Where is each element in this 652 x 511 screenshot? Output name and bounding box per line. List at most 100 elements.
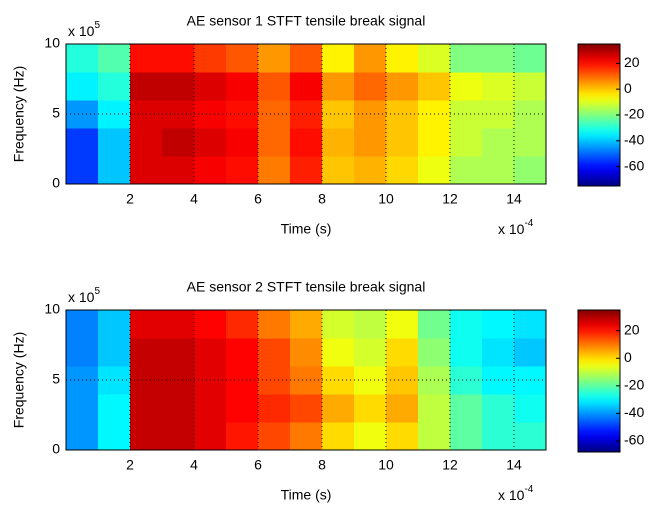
cell — [322, 128, 355, 157]
cell — [322, 310, 355, 339]
cell — [226, 338, 259, 367]
cell — [322, 156, 355, 184]
cell — [482, 128, 515, 157]
cell — [418, 422, 451, 450]
x-tick-label: 4 — [190, 457, 198, 473]
cell — [290, 310, 323, 339]
x-tick-label: 12 — [442, 457, 458, 473]
cell — [194, 422, 227, 450]
cell — [450, 44, 483, 73]
cell — [162, 156, 195, 184]
cell — [386, 156, 419, 184]
cell — [226, 72, 259, 101]
cell — [194, 310, 227, 339]
cell — [162, 128, 195, 157]
y-axis-label: Frequency (Hz) — [11, 66, 27, 162]
cell — [98, 394, 131, 423]
multiplier-base: x 10 — [498, 487, 525, 503]
y-tick-label: 0 — [52, 175, 60, 191]
cell — [322, 394, 355, 423]
chart-title: AE sensor 2 STFT tensile break signal — [187, 279, 426, 295]
cell — [482, 338, 515, 367]
cell — [386, 72, 419, 101]
cell — [130, 310, 163, 339]
multiplier-base: x 10 — [68, 289, 95, 305]
cell — [290, 156, 323, 184]
x-multiplier: x 10-4 — [498, 484, 534, 503]
cell — [450, 72, 483, 101]
cell — [322, 72, 355, 101]
cell — [418, 44, 451, 73]
cell — [162, 72, 195, 101]
cell — [290, 422, 323, 450]
x-axis-label: Time (s) — [281, 487, 332, 503]
multiplier-exp: 5 — [94, 20, 100, 31]
cell — [162, 394, 195, 423]
colorbar-tick-label: 0 — [624, 349, 632, 365]
cell — [130, 128, 163, 157]
x-tick-label: 10 — [378, 457, 394, 473]
cell — [386, 128, 419, 157]
cell — [386, 394, 419, 423]
cell — [482, 44, 515, 73]
multiplier-base: x 10 — [498, 221, 525, 237]
colorbar-tick-label: -20 — [624, 377, 644, 393]
cell — [386, 44, 419, 73]
cell — [130, 72, 163, 101]
cell — [98, 338, 131, 367]
colorbar-tick-label: -60 — [624, 157, 644, 173]
cell — [194, 394, 227, 423]
cell — [322, 422, 355, 450]
cell — [98, 128, 131, 157]
cell — [450, 128, 483, 157]
cell — [226, 156, 259, 184]
cell — [386, 310, 419, 339]
cell — [418, 310, 451, 339]
cell — [194, 338, 227, 367]
chart-title: AE sensor 1 STFT tensile break signal — [187, 13, 426, 29]
colorbar-tick-label: -40 — [624, 404, 644, 420]
cell — [162, 338, 195, 367]
colorbar-tick-label: 20 — [624, 321, 640, 337]
cell — [418, 394, 451, 423]
cells — [66, 310, 546, 450]
cell — [66, 422, 99, 450]
cell — [482, 310, 515, 339]
x-tick-label: 4 — [190, 191, 198, 207]
y-tick-label: 10 — [44, 35, 60, 51]
cell — [418, 156, 451, 184]
x-tick-label: 8 — [318, 457, 326, 473]
x-multiplier: x 10-4 — [498, 218, 534, 237]
cell — [354, 156, 387, 184]
cell — [162, 44, 195, 73]
cell — [258, 310, 291, 339]
cell — [226, 310, 259, 339]
cell — [98, 422, 131, 450]
colorbar-tick-label: -40 — [624, 132, 644, 148]
cell — [290, 44, 323, 73]
cell — [98, 44, 131, 73]
cell — [130, 338, 163, 367]
cell — [130, 156, 163, 184]
cell — [290, 128, 323, 157]
cell — [354, 72, 387, 101]
cell — [418, 128, 451, 157]
cell — [354, 394, 387, 423]
cell — [130, 44, 163, 73]
cell — [66, 128, 99, 157]
cell — [226, 44, 259, 73]
x-tick-label: 2 — [126, 457, 134, 473]
cell — [514, 128, 546, 157]
cell — [258, 128, 291, 157]
cell — [194, 156, 227, 184]
cell — [290, 72, 323, 101]
cell — [66, 72, 99, 101]
cell — [514, 44, 546, 73]
cell — [322, 338, 355, 367]
cell — [418, 72, 451, 101]
cell — [258, 156, 291, 184]
cell — [354, 44, 387, 73]
multiplier-exp: -4 — [524, 218, 533, 229]
cell — [514, 156, 546, 184]
